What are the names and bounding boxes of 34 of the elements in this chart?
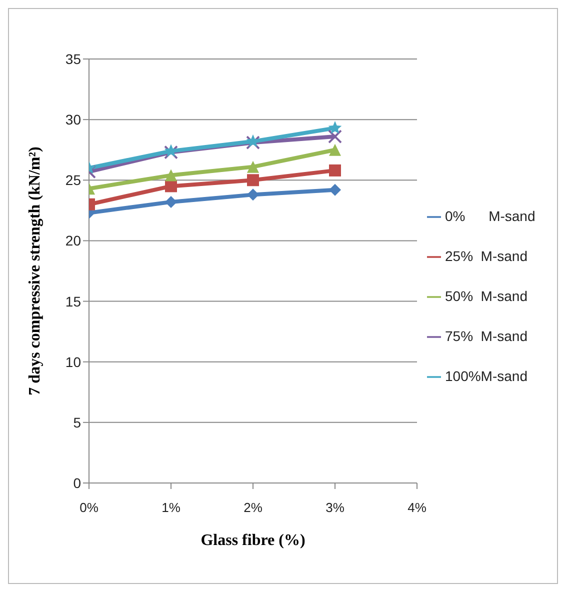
point [328,130,342,144]
y-tick-label: 10 [65,354,82,370]
point [328,121,342,134]
legend-label: 75% M-sand [445,328,528,344]
x-tick-label: 3% [326,500,345,516]
y-tick-label: 20 [65,232,82,249]
legend-label: 50% M-sand [445,288,528,304]
y-axis-title: 7 days compressive strength (kN/m²) [26,146,44,396]
point [165,169,177,182]
point [247,188,259,201]
x-tick-label: 2% [244,500,263,516]
point [246,134,260,148]
point [247,160,259,173]
point [165,196,177,208]
y-tick-label: 0 [73,474,82,491]
x-tick-label: 0% [80,500,99,516]
x-tick-label: 4% [408,500,427,516]
y-tick-label: 15 [65,293,82,310]
x-axis-title: Glass fibre (%) [200,532,306,549]
point [329,184,341,196]
y-tick-label: 30 [65,112,82,128]
point [329,144,341,156]
y-tick-label: 35 [65,50,82,67]
point [246,136,260,150]
legend-label: 100%M-sand [445,368,528,384]
point [247,174,259,186]
point [164,145,178,160]
x-tick-label: 1% [162,500,181,516]
legend-label: 25% M-sand [445,248,528,264]
legend-label: 0% M-sand [445,208,536,224]
y-tick-label: 5 [73,414,82,430]
point [329,164,341,176]
y-tick-label: 25 [65,172,82,188]
point [164,144,178,157]
